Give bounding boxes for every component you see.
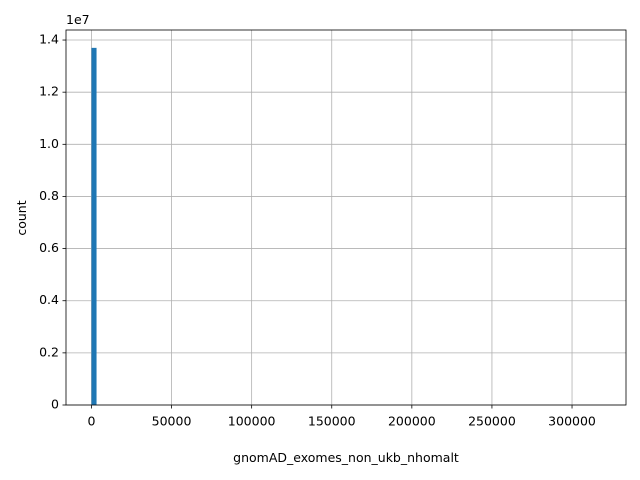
y-tick-label: 0.4 [39, 292, 59, 307]
y-tick-label: 1.0 [39, 136, 59, 151]
y-tick-label: 0.2 [39, 344, 59, 359]
y-tick-label: 0.6 [39, 240, 59, 255]
y-tick-label: 0 [51, 397, 59, 412]
x-tick-label: 50000 [152, 414, 192, 429]
y-axis-label: count [14, 200, 29, 235]
y-tick-label: 1.2 [39, 84, 59, 99]
x-tick-label: 250000 [468, 414, 516, 429]
axes-frame [65, 29, 627, 406]
x-axis-label: gnomAD_exomes_non_ukb_nhomalt [233, 450, 459, 465]
x-tick-label: 150000 [308, 414, 356, 429]
x-tick-label: 300000 [548, 414, 596, 429]
x-tick-label: 100000 [228, 414, 276, 429]
bar [91, 47, 97, 405]
y-offset-label: 1e7 [66, 12, 90, 27]
y-tick-label: 0.8 [39, 188, 59, 203]
y-tick-label: 1.4 [39, 32, 59, 47]
x-tick-label: 200000 [388, 414, 436, 429]
x-tick-label: 0 [87, 414, 95, 429]
